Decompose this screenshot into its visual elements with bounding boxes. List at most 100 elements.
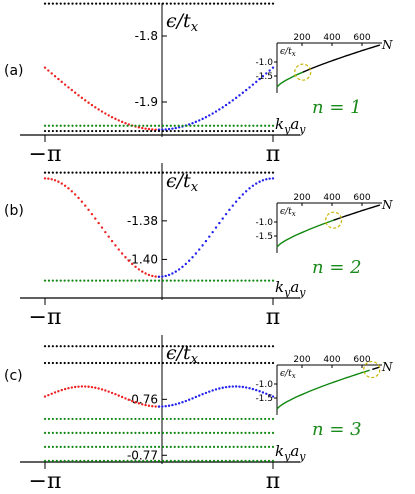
green-flat-point — [232, 279, 235, 282]
black-flat-point — [75, 361, 78, 365]
green-flat-point — [197, 417, 200, 421]
blue-band-point — [181, 401, 184, 404]
blue-band-point — [167, 273, 171, 277]
green-flat-point — [130, 445, 133, 448]
black-flat-point — [91, 361, 94, 365]
red-band-point — [50, 72, 53, 75]
black-flat-point — [114, 361, 117, 365]
blue-band-point — [244, 386, 248, 389]
green-flat-point — [169, 431, 172, 435]
green-flat-point — [75, 124, 78, 127]
green-flat-point — [106, 417, 109, 421]
black-flat-point — [271, 171, 275, 174]
green-flat-point — [228, 279, 231, 282]
green-flat-point — [118, 124, 121, 127]
green-flat-point — [47, 279, 51, 282]
blue-band-point — [174, 403, 177, 406]
green-flat-point — [216, 124, 220, 127]
black-flat-point — [185, 171, 188, 174]
blue-band-point — [214, 110, 218, 113]
black-flat-point — [267, 2, 271, 5]
blue-band-point — [255, 388, 258, 392]
green-flat-point — [240, 124, 243, 127]
black-flat-point — [228, 345, 231, 348]
green-flat-point — [102, 459, 106, 462]
green-flat-point — [260, 417, 263, 421]
blue-band-point — [248, 86, 251, 89]
blue-band-point — [268, 69, 271, 72]
black-flat-point — [59, 361, 62, 365]
green-flat-point — [114, 459, 117, 462]
green-flat-point — [240, 279, 243, 282]
blue-band-point — [224, 212, 228, 216]
red-band-point — [144, 403, 147, 407]
red-band-point — [53, 75, 57, 78]
green-flat-point — [212, 417, 216, 421]
green-flat-point — [150, 124, 153, 127]
green-flat-point — [185, 124, 188, 127]
inset-x-label: N — [381, 38, 393, 52]
red-band-point — [127, 259, 131, 262]
black-flat-point — [165, 129, 168, 133]
green-flat-point — [260, 445, 263, 448]
blue-band-point — [265, 72, 268, 75]
black-flat-point — [267, 129, 271, 133]
green-flat-point — [205, 459, 208, 462]
black-flat-point — [216, 2, 220, 5]
green-flat-point — [138, 279, 141, 282]
green-flat-point — [161, 417, 165, 421]
black-flat-point — [244, 2, 247, 5]
red-band-point — [137, 402, 141, 405]
green-flat-point — [209, 279, 212, 282]
green-flat-point — [122, 279, 125, 282]
green-flat-point — [71, 279, 74, 282]
green-flat-point — [91, 459, 94, 462]
black-flat-point — [205, 171, 208, 174]
green-flat-point — [260, 124, 263, 127]
green-flat-point — [122, 417, 125, 421]
black-flat-point — [138, 129, 141, 133]
black-flat-point — [189, 361, 192, 365]
black-flat-point — [98, 361, 102, 365]
green-flat-point — [209, 459, 212, 462]
black-flat-point — [240, 171, 243, 174]
inset-curve-black — [302, 44, 381, 73]
green-flat-point — [71, 431, 74, 435]
black-flat-point — [122, 345, 125, 348]
green-flat-point — [150, 417, 153, 421]
black-flat-point — [75, 2, 78, 5]
black-flat-point — [197, 361, 200, 365]
black-flat-point — [201, 2, 204, 5]
black-flat-point — [51, 361, 54, 365]
green-flat-point — [63, 124, 66, 127]
black-flat-point — [142, 129, 145, 133]
black-flat-point — [63, 129, 66, 133]
black-flat-point — [267, 345, 271, 348]
black-flat-point — [87, 345, 90, 348]
green-flat-point — [98, 124, 102, 127]
green-flat-point — [146, 445, 149, 448]
green-flat-point — [79, 417, 82, 421]
green-flat-point — [91, 431, 94, 435]
x-axis-label: kyay — [275, 442, 306, 463]
blue-band-point — [258, 390, 261, 393]
green-flat-point — [130, 124, 133, 127]
black-flat-point — [271, 129, 275, 133]
red-band-point — [90, 103, 94, 107]
panel-label: (b) — [4, 203, 24, 219]
red-band-point — [84, 204, 87, 207]
green-flat-point — [83, 445, 86, 448]
black-flat-point — [63, 2, 66, 5]
black-flat-point — [79, 171, 82, 174]
green-flat-point — [189, 279, 192, 282]
green-flat-point — [106, 459, 109, 462]
green-flat-point — [87, 124, 90, 127]
green-flat-point — [153, 459, 157, 462]
black-flat-point — [224, 2, 227, 5]
red-band-point — [124, 122, 127, 125]
black-flat-point — [197, 129, 200, 133]
inset: 200 400 600 Nϵ/tx -1.0 -1.5 — [255, 33, 393, 93]
green-flat-point — [185, 431, 188, 435]
green-flat-point — [220, 279, 223, 282]
green-flat-point — [216, 279, 220, 282]
